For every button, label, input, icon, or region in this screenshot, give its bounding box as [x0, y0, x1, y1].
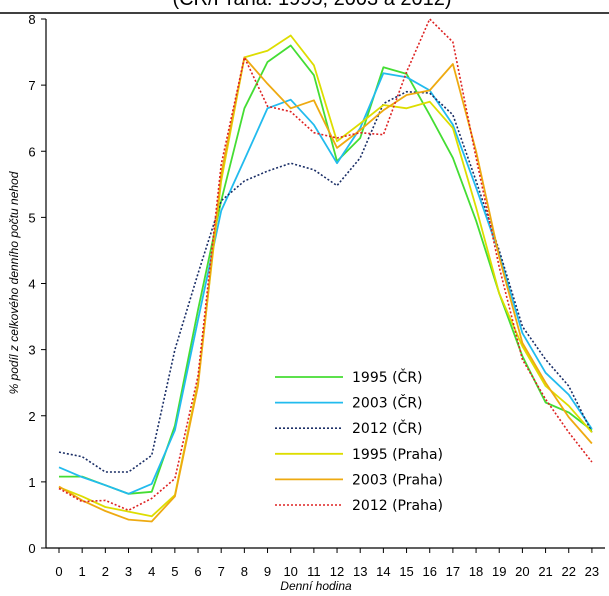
- x-tick-label: 5: [171, 564, 178, 579]
- legend-label: 2012 (ČR): [352, 419, 423, 437]
- x-tick-label: 10: [283, 564, 297, 579]
- x-axis-title: Denní hodina: [280, 579, 352, 593]
- series-line-3: [58, 90, 593, 473]
- legend-label: 1995 (ČR): [352, 368, 423, 386]
- x-tick-label: 19: [492, 564, 506, 579]
- y-tick-label: 0: [28, 541, 35, 556]
- series-line-5: [58, 56, 593, 523]
- y-tick-label: 1: [28, 475, 35, 490]
- x-tick-label: 1: [79, 564, 86, 579]
- x-tick-label: 4: [148, 564, 155, 579]
- x-tick-label: 22: [562, 564, 576, 579]
- x-tick-label: 18: [469, 564, 483, 579]
- y-axis-title: % podíl z celkového denního počtu nehod: [7, 171, 21, 394]
- y-tick-label: 5: [28, 210, 35, 225]
- x-tick-label: 12: [330, 564, 344, 579]
- series-line-2: [58, 72, 593, 495]
- x-tick-label: 21: [538, 564, 552, 579]
- y-tick-label: 7: [28, 78, 35, 93]
- x-tick-label: 15: [399, 564, 413, 579]
- x-tick-label: 16: [422, 564, 436, 579]
- x-tick-label: 7: [218, 564, 225, 579]
- legend: 1995 (ČR) 2003 (ČR) 2012 (ČR) 1995 (Praha) 2…: [275, 368, 443, 514]
- x-tick-label: 8: [241, 564, 248, 579]
- y-tick-label: 8: [28, 12, 35, 27]
- legend-label: 2003 (ČR): [352, 394, 423, 412]
- x-tick-label: 13: [353, 564, 367, 579]
- y-tick-label: 3: [28, 343, 35, 358]
- legend-label: 2012 (Praha): [352, 498, 443, 514]
- chart-title: (ČR/Praha: 1995, 2003 a 2012): [172, 0, 451, 10]
- x-tick-label: 20: [515, 564, 529, 579]
- x-tick-label: 17: [446, 564, 460, 579]
- x-tick-label: 2: [102, 564, 109, 579]
- y-tick-label: 6: [28, 144, 35, 159]
- y-tick-label: 2: [28, 409, 35, 424]
- series-line-4: [58, 34, 593, 518]
- series-group: [58, 18, 593, 523]
- legend-label: 1995 (Praha): [352, 447, 443, 463]
- x-tick-label: 11: [307, 564, 321, 579]
- series-line-6: [58, 18, 593, 512]
- y-tick-label: 4: [28, 277, 35, 292]
- x-tick-label: 0: [55, 564, 62, 579]
- legend-label: 2003 (Praha): [352, 472, 443, 488]
- x-tick-label: 3: [125, 564, 132, 579]
- x-tick-label: 23: [585, 564, 599, 579]
- x-tick-label: 6: [194, 564, 201, 579]
- x-tick-label: 14: [376, 564, 390, 579]
- x-tick-label: 9: [264, 564, 271, 579]
